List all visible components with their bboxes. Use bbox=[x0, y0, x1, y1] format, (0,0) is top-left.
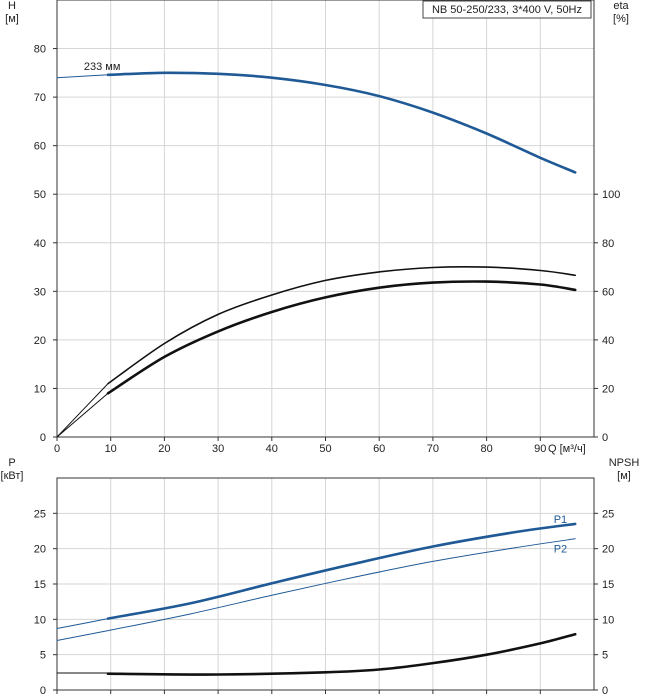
power-npsh-series bbox=[56, 522, 577, 676]
power-grid bbox=[57, 478, 594, 690]
y-tick-label: 5 bbox=[40, 650, 46, 662]
x-tick-label: 60 bbox=[373, 443, 385, 455]
y2-tick-label: 40 bbox=[602, 335, 614, 347]
head-axis-unit: [м] bbox=[5, 13, 19, 25]
head-axis-ticks: 0 10 20 30 40 50 60 70 80 90 0 10 20 30 40 50 60 70 80 0 20 4… bbox=[34, 44, 621, 455]
x-tick-label: 40 bbox=[266, 443, 278, 455]
y-tick-label: 10 bbox=[34, 383, 46, 395]
x-tick-label: 90 bbox=[534, 443, 546, 455]
head-series-line-3 bbox=[107, 265, 576, 385]
power-axis-title: P bbox=[8, 457, 15, 469]
x-tick-label: 30 bbox=[212, 443, 224, 455]
head-series-line-5 bbox=[106, 280, 577, 395]
y-tick-label: 60 bbox=[34, 141, 46, 153]
head-series-line-4 bbox=[56, 392, 109, 438]
y2-tick-label: 20 bbox=[602, 383, 614, 395]
impeller-diameter-label: 233 мм bbox=[84, 61, 121, 73]
y-tick-label: 20 bbox=[34, 544, 46, 556]
y-tick-label: 15 bbox=[34, 579, 46, 591]
head-series-line-1 bbox=[106, 71, 577, 174]
eta-axis-title: eta bbox=[613, 0, 629, 12]
power-axis-ticks: 0 5 10 15 20 25 0 5 10 15 20 25 bbox=[34, 508, 615, 697]
head-series-line-2 bbox=[56, 383, 109, 438]
x-tick-label: 70 bbox=[427, 443, 439, 455]
y2-tick-label: 20 bbox=[602, 544, 614, 556]
power-series-line-2 bbox=[56, 538, 576, 641]
y-tick-label: 20 bbox=[34, 335, 46, 347]
y2-tick-label: 0 bbox=[602, 685, 608, 697]
head-efficiency-series bbox=[56, 71, 577, 438]
y2-tick-label: 0 bbox=[602, 432, 608, 444]
y2-tick-label: 80 bbox=[602, 238, 614, 250]
p2-series-label: P2 bbox=[554, 544, 567, 556]
x-tick-label: 0 bbox=[54, 443, 60, 455]
y2-tick-label: 60 bbox=[602, 286, 614, 298]
y-tick-label: 70 bbox=[34, 92, 46, 104]
flow-axis-label: Q [м³/ч] bbox=[548, 443, 586, 455]
power-axis-unit: [кВт] bbox=[1, 470, 24, 482]
y-tick-label: 25 bbox=[34, 508, 46, 520]
y-tick-label: 80 bbox=[34, 44, 46, 56]
y-tick-label: 0 bbox=[40, 432, 46, 444]
chart-title: NB 50-250/233, 3*400 V, 50Hz bbox=[432, 4, 582, 16]
x-tick-label: 10 bbox=[105, 443, 117, 455]
p1-series-label: P1 bbox=[554, 514, 567, 526]
y-tick-label: 30 bbox=[34, 286, 46, 298]
y2-tick-label: 15 bbox=[602, 579, 614, 591]
eta-axis-unit: [%] bbox=[613, 13, 629, 25]
power-series-line-0 bbox=[56, 618, 109, 629]
y-tick-label: 50 bbox=[34, 189, 46, 201]
chart-title-box bbox=[422, 0, 592, 19]
y-tick-label: 10 bbox=[34, 614, 46, 626]
y2-tick-label: 100 bbox=[602, 189, 620, 201]
x-tick-label: 50 bbox=[319, 443, 331, 455]
npsh-axis-unit: [м] bbox=[617, 470, 631, 482]
x-tick-label: 20 bbox=[158, 443, 170, 455]
power-npsh-panel: 0 5 10 15 20 25 0 5 10 15 20 25 P [кВт] NPSH [м] P1… bbox=[1, 457, 640, 697]
head-series-line-0 bbox=[56, 74, 109, 79]
power-series-line-1 bbox=[106, 522, 577, 620]
head-grid bbox=[57, 0, 594, 437]
head-axis-title: H bbox=[8, 0, 16, 12]
y2-tick-label: 10 bbox=[602, 614, 614, 626]
y-tick-label: 0 bbox=[40, 685, 46, 697]
head-efficiency-panel: 0 10 20 30 40 50 60 70 80 90 0 10 20 30 40 50 60 70 80 0 20 4… bbox=[5, 0, 630, 455]
y2-tick-label: 25 bbox=[602, 508, 614, 520]
power-series-line-4 bbox=[106, 632, 577, 676]
npsh-axis-title: NPSH bbox=[609, 457, 640, 469]
y-tick-label: 40 bbox=[34, 238, 46, 250]
x-tick-label: 80 bbox=[480, 443, 492, 455]
y2-tick-label: 5 bbox=[602, 650, 608, 662]
